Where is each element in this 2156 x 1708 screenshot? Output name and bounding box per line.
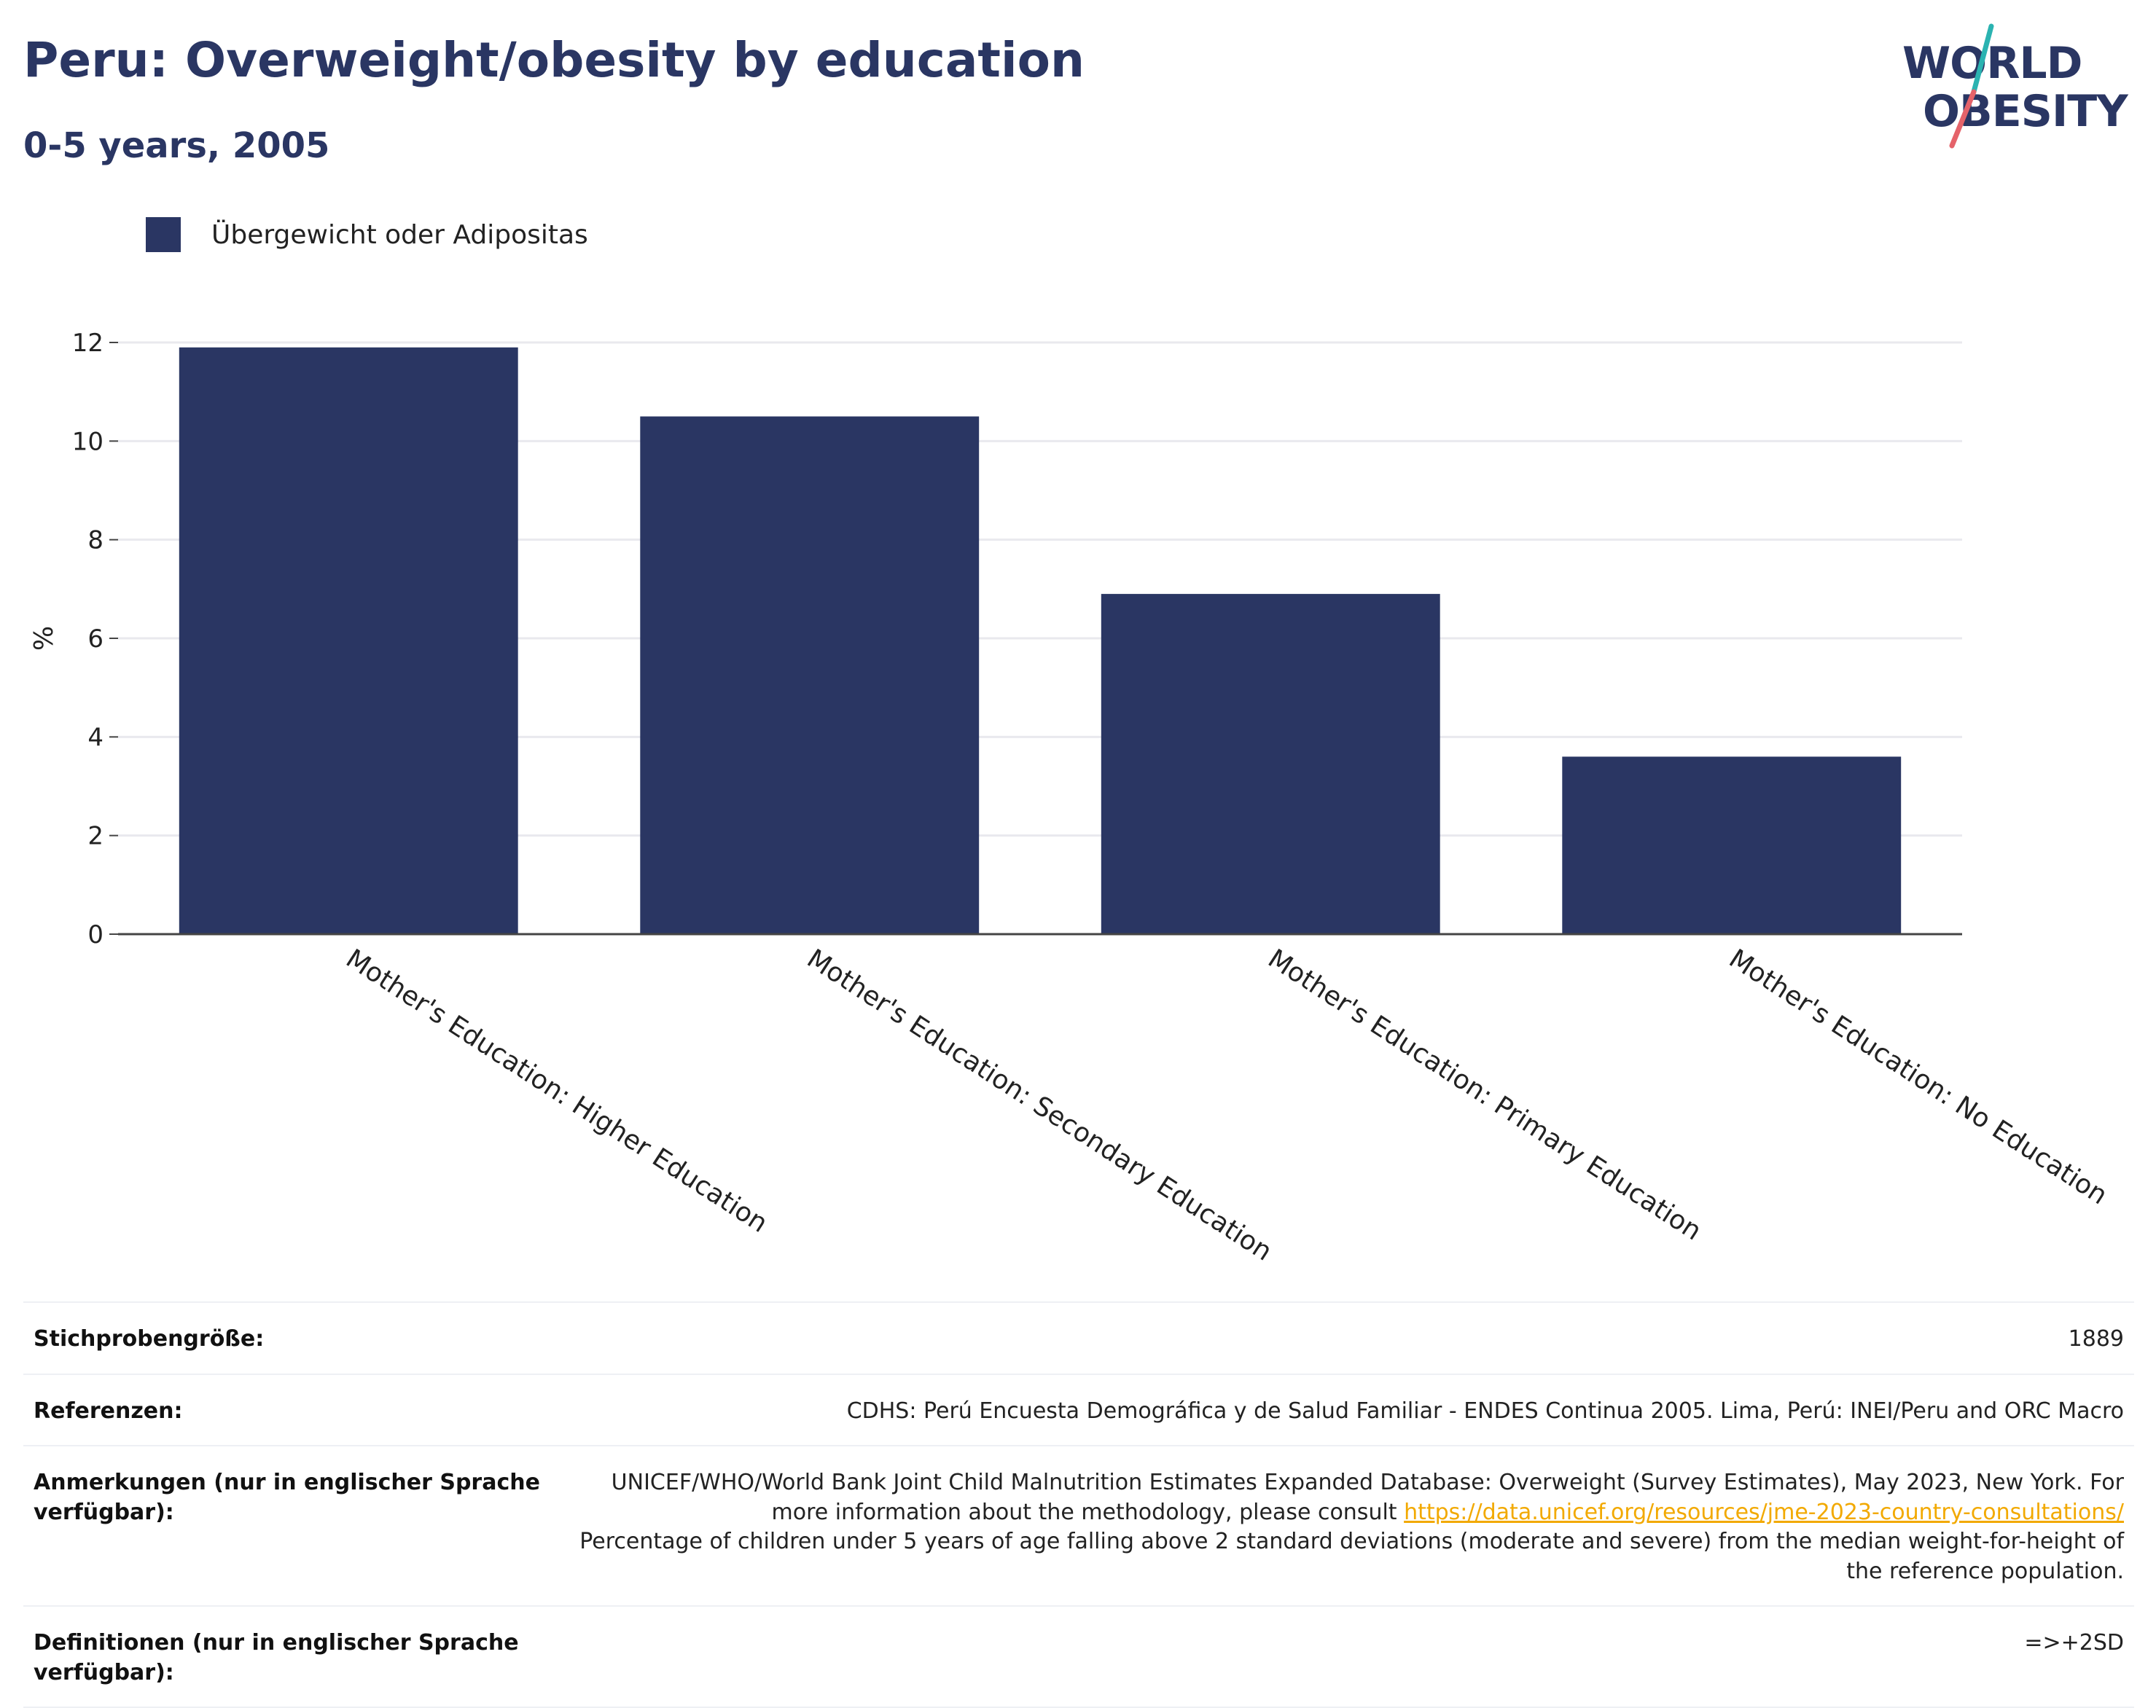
y-axis-label: % [29,626,59,651]
definitions-value: =>+2SD [561,1605,2134,1708]
notes-link[interactable]: https://data.unicef.org/resources/jme-20… [1404,1499,2124,1525]
y-tick-label: 2 [87,822,103,851]
x-tick-label: Mother's Education: Higher Education [340,944,773,1239]
bar [640,416,980,934]
legend-label: Übergewicht oder Adipositas [211,219,588,250]
notes-text-1: UNICEF/WHO/World Bank Joint Child Malnut… [611,1470,2124,1525]
sample-size-label: Stichprobengröße: [23,1301,561,1374]
y-tick-label: 4 [87,723,103,752]
bar [1101,594,1440,934]
chart-legend: Übergewicht oder Adipositas [146,216,588,254]
logo-slash-icon [1949,23,1994,149]
page-title: Peru: Overweight/obesity by education [23,32,1085,88]
x-tick-label: Mother's Education: Secondary Education [802,944,1277,1267]
y-tick-label: 10 [72,427,103,456]
page-subtitle: 0-5 years, 2005 [23,125,330,166]
bar [1562,756,1902,934]
legend-swatch [146,217,181,252]
meta-row-references: Referenzen: CDHS: Perú Encuesta Demográf… [23,1373,2134,1446]
y-tick-label: 6 [87,624,103,654]
notes-text-2: Percentage of children under 5 years of … [579,1529,2124,1584]
meta-row-sample-size: Stichprobengröße: 1889 [23,1301,2134,1374]
notes-value: UNICEF/WHO/World Bank Joint Child Malnut… [561,1445,2134,1606]
x-tick-label: Mother's Education: Primary Education [1262,944,1706,1246]
metadata-table: Stichprobengröße: 1889 Referenzen: CDHS:… [23,1301,2134,1708]
y-tick-label: 12 [72,329,103,358]
references-value: CDHS: Perú Encuesta Demográfica y de Sal… [561,1373,2134,1446]
notes-label: Anmerkungen (nur in englischer Sprache v… [23,1445,561,1606]
world-obesity-logo: WORLD OBESITY [1902,22,2143,153]
y-tick-label: 0 [87,920,103,949]
definitions-label: Definitionen (nur in englischer Sprache … [23,1605,561,1708]
references-label: Referenzen: [23,1373,561,1446]
logo-line-1: WORLD [1902,38,2082,89]
bar-chart: 0 2 4 6 8 10 12% Mother's Education: Higher Edu… [29,329,2113,1267]
x-tick-label: Mother's Education: No Education [1724,944,2113,1210]
bar [179,347,518,934]
meta-row-definitions: Definitionen (nur in englischer Sprache … [23,1605,2134,1708]
meta-row-notes: Anmerkungen (nur in englischer Sprache v… [23,1445,2134,1606]
y-tick-label: 8 [87,526,103,555]
sample-size-value: 1889 [561,1301,2134,1374]
